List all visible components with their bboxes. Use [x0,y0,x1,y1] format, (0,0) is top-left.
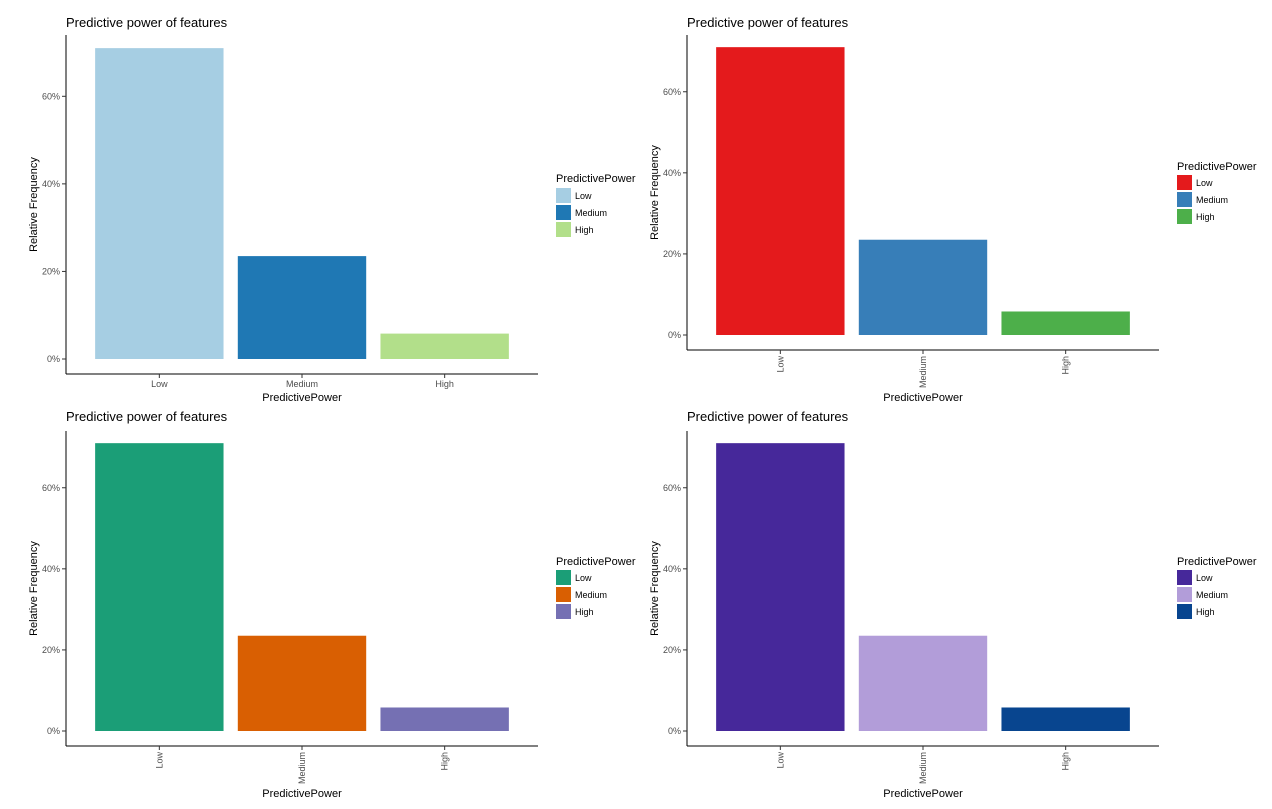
bar-low [95,443,224,731]
y-tick-label: 60% [663,87,681,97]
legend-label: High [575,225,594,235]
y-tick-label: 20% [42,645,60,655]
y-tick-label: 0% [47,354,60,364]
legend-swatch [1177,604,1192,619]
legend-title: PredictivePower [556,173,636,185]
y-tick-label: 40% [663,168,681,178]
legend-swatch [556,222,571,237]
legend-label: Medium [575,590,607,600]
legend-swatch [1177,175,1192,190]
x-tick-label: High [435,379,454,389]
y-axis-title: Relative Frequency [649,541,661,636]
legend-swatch [1177,587,1192,602]
chart-title: Predictive power of features [66,15,228,30]
chart-title: Predictive power of features [66,409,228,424]
legend-title: PredictivePower [1177,161,1257,173]
y-tick-label: 40% [42,564,60,574]
y-tick-label: 60% [663,483,681,493]
x-tick-label: Medium [918,356,928,388]
x-tick-label: High [440,752,450,771]
x-tick-label: Low [775,752,785,769]
bar-low [716,47,845,335]
bar-high [1001,311,1130,335]
panel-top-left: Predictive power of features 0% 20% 40% 60% L… [28,15,636,404]
chart-title: Predictive power of features [687,15,849,30]
legend-title: PredictivePower [556,556,636,568]
legend-label: Low [1196,178,1213,188]
x-tick-label: Medium [286,379,318,389]
legend-swatch [1177,192,1192,207]
legend-label: Medium [575,208,607,218]
legend-swatch [556,205,571,220]
x-axis-title: PredictivePower [262,392,342,404]
legend-swatch [556,570,571,585]
x-tick-label: Low [775,356,785,373]
legend-label: Low [1196,573,1213,583]
x-axis-title: PredictivePower [883,392,963,404]
y-tick-label: 0% [47,726,60,736]
bar-high [1001,707,1130,731]
bar-low [716,443,845,731]
y-tick-label: 40% [42,179,60,189]
chart-title: Predictive power of features [687,409,849,424]
legend-swatch [556,188,571,203]
x-axis-title: PredictivePower [262,788,342,800]
y-tick-label: 0% [668,330,681,340]
legend-label: Medium [1196,590,1228,600]
legend-swatch [1177,570,1192,585]
legend-swatch [1177,209,1192,224]
x-tick-label: Medium [297,752,307,784]
y-tick-label: 20% [663,249,681,259]
bar-high [380,707,509,731]
x-axis-title: PredictivePower [883,788,963,800]
x-tick-label: High [1061,356,1071,375]
bar-low [95,48,224,360]
x-tick-label: High [1061,752,1071,771]
panel-bottom-left: Predictive power of features 0% 20% 40% 60% L… [28,409,636,800]
legend-label: High [575,607,594,617]
bar-medium [237,256,367,359]
y-axis-title: Relative Frequency [649,145,661,240]
legend-label: Low [575,191,592,201]
y-tick-label: 20% [42,266,60,276]
bar-high [380,333,509,359]
legend-swatch [556,587,571,602]
legend-label: Medium [1196,195,1228,205]
x-tick-label: Low [151,379,168,389]
bar-medium [858,239,988,335]
legend-label: High [1196,607,1215,617]
panel-top-right: Predictive power of features 0% 20% 40% 60% L… [649,15,1257,404]
legend-swatch [556,604,571,619]
legend-label: High [1196,212,1215,222]
y-axis-title: Relative Frequency [28,157,40,252]
y-tick-label: 0% [668,726,681,736]
panel-bottom-right: Predictive power of features 0% 20% 40% 60% L… [649,409,1257,800]
legend-label: Low [575,573,592,583]
x-tick-label: Low [154,752,164,769]
bar-medium [237,635,367,731]
y-axis-title: Relative Frequency [28,541,40,636]
y-tick-label: 40% [663,564,681,574]
y-tick-label: 60% [42,483,60,493]
legend-title: PredictivePower [1177,556,1257,568]
bar-medium [858,635,988,731]
y-tick-label: 20% [663,645,681,655]
y-tick-label: 60% [42,91,60,101]
x-tick-label: Medium [918,752,928,784]
